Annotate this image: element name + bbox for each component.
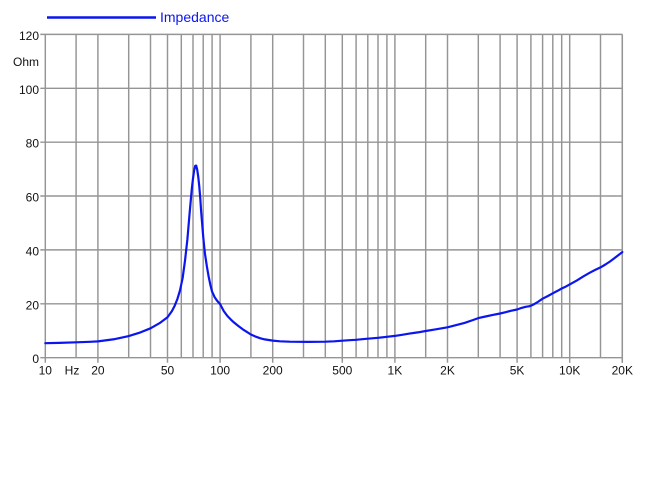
svg-text:40: 40 (26, 244, 40, 258)
svg-text:1K: 1K (388, 364, 403, 378)
svg-text:5K: 5K (510, 364, 525, 378)
svg-text:2K: 2K (440, 364, 455, 378)
svg-text:20: 20 (26, 298, 40, 312)
svg-text:50: 50 (161, 364, 175, 378)
svg-text:60: 60 (26, 191, 40, 205)
svg-text:120: 120 (19, 29, 39, 43)
svg-text:Hz: Hz (65, 364, 80, 378)
svg-text:10K: 10K (559, 364, 580, 378)
svg-text:100: 100 (19, 83, 39, 97)
svg-text:Impedance: Impedance (160, 9, 229, 25)
svg-text:20: 20 (91, 364, 105, 378)
svg-text:Ohm: Ohm (13, 55, 39, 69)
svg-text:20K: 20K (612, 364, 633, 378)
svg-text:100: 100 (210, 364, 230, 378)
svg-text:80: 80 (26, 137, 40, 151)
svg-text:10: 10 (39, 364, 53, 378)
svg-text:500: 500 (332, 364, 352, 378)
svg-text:0: 0 (32, 352, 39, 366)
svg-text:200: 200 (263, 364, 283, 378)
